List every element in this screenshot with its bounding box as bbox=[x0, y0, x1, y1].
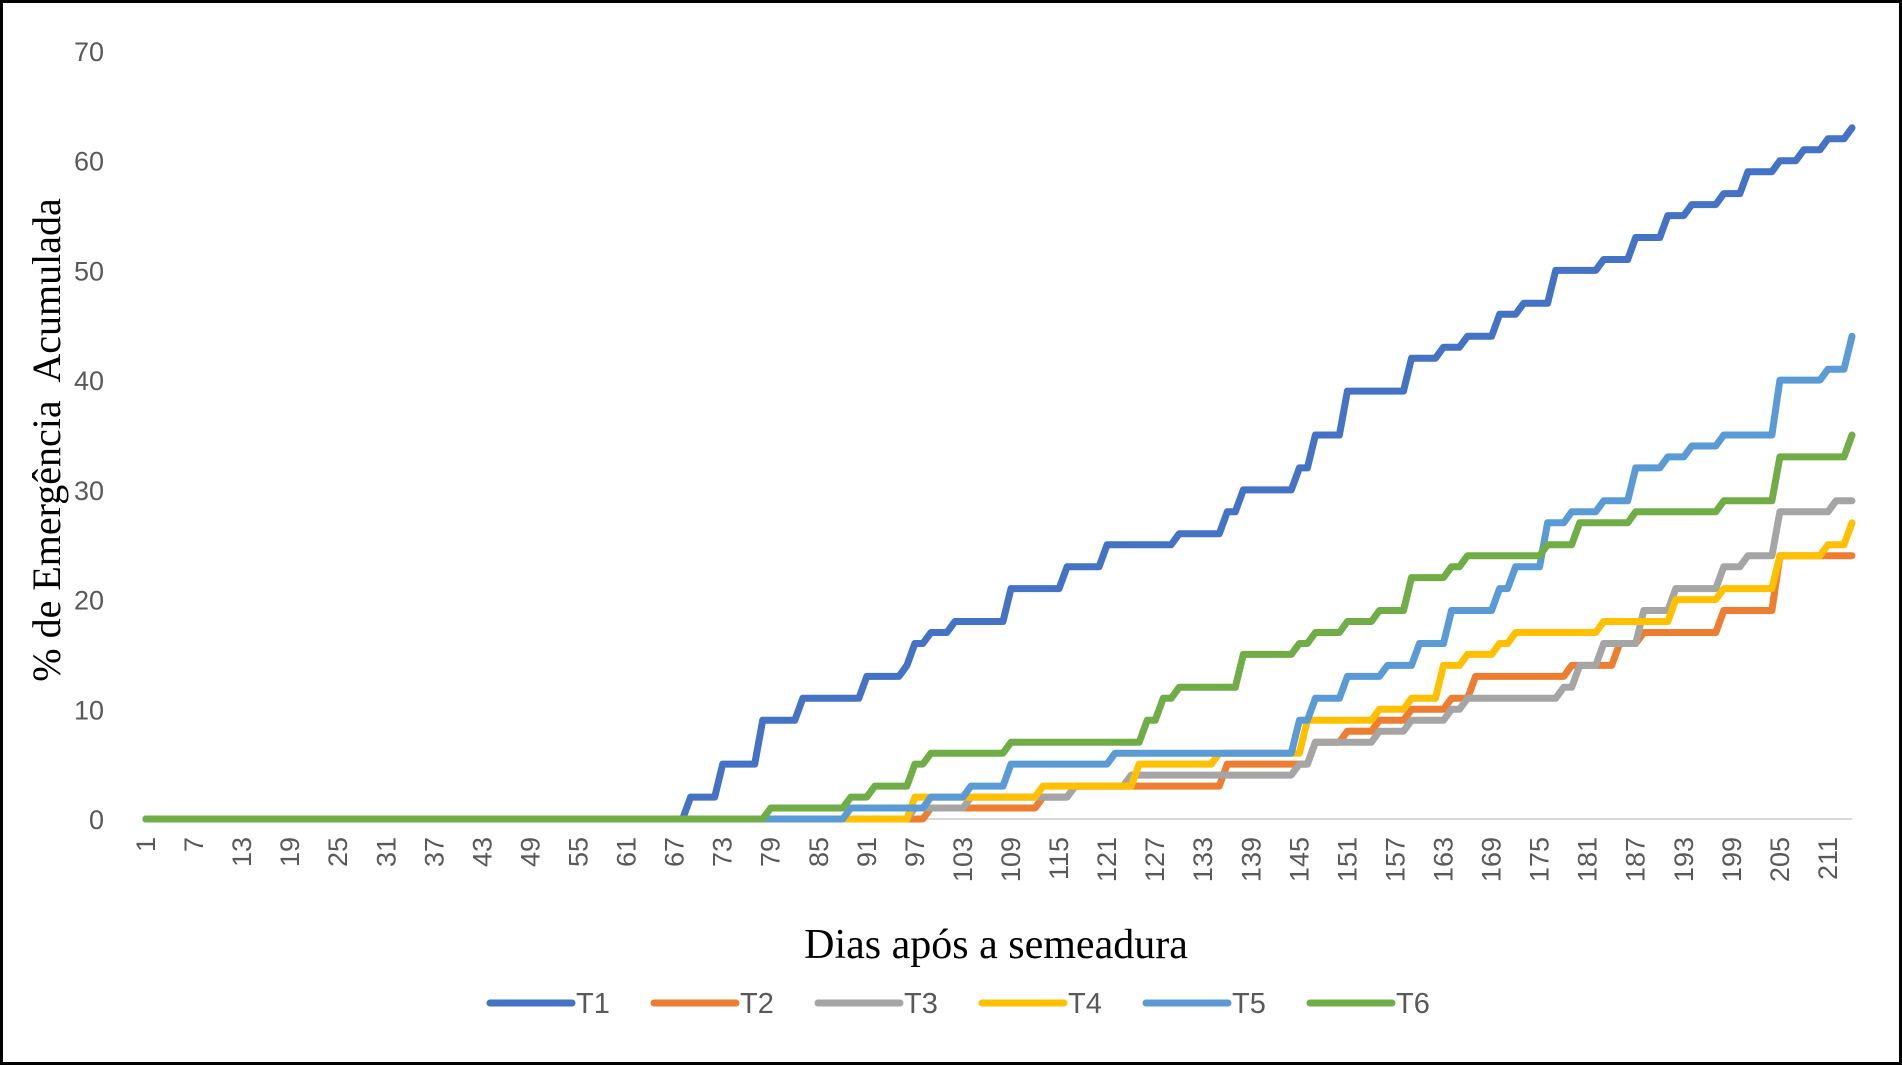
series-lines bbox=[142, 124, 1856, 823]
legend-label-t5: T5 bbox=[1232, 988, 1266, 1020]
x-tick-label: 55 bbox=[564, 837, 594, 867]
x-tick-label: 193 bbox=[1669, 837, 1699, 882]
x-tick-label: 97 bbox=[900, 837, 930, 867]
series-line-t4 bbox=[142, 519, 1856, 823]
legend-label-t4: T4 bbox=[1068, 988, 1102, 1020]
x-tick-label: 31 bbox=[371, 837, 401, 867]
y-tick-label: 30 bbox=[74, 476, 104, 506]
x-tick-label: 211 bbox=[1813, 837, 1843, 880]
x-tick-label: 19 bbox=[275, 837, 305, 867]
x-tick-label: 49 bbox=[515, 837, 545, 867]
y-tick-label: 40 bbox=[74, 366, 104, 396]
x-tick-label: 151 bbox=[1332, 837, 1362, 882]
x-tick-label: 115 bbox=[1044, 837, 1074, 880]
x-tick-label: 127 bbox=[1140, 837, 1170, 882]
x-tick-label: 13 bbox=[227, 837, 257, 867]
x-tick-label: 7 bbox=[179, 837, 209, 852]
x-tick-label: 37 bbox=[419, 837, 449, 867]
x-tick-label: 121 bbox=[1092, 837, 1122, 882]
series-line-t6 bbox=[142, 431, 1856, 823]
series-line-t3 bbox=[142, 497, 1856, 823]
x-tick-label: 67 bbox=[660, 837, 690, 867]
x-tick-label: 79 bbox=[756, 837, 786, 867]
legend-label-t6: T6 bbox=[1396, 988, 1430, 1020]
y-axis-ticks: 0 10 20 30 40 50 60 70 bbox=[74, 37, 104, 835]
x-tick-label: 25 bbox=[323, 837, 353, 867]
y-tick-label: 10 bbox=[74, 695, 104, 725]
x-tick-label: 205 bbox=[1765, 837, 1795, 882]
x-tick-label: 187 bbox=[1621, 837, 1651, 882]
x-tick-label: 85 bbox=[804, 837, 834, 867]
y-tick-label: 60 bbox=[74, 147, 104, 177]
x-tick-label: 103 bbox=[948, 837, 978, 882]
x-tick-label: 139 bbox=[1236, 837, 1266, 882]
series-line-t1 bbox=[142, 124, 1856, 823]
x-tick-label: 1 bbox=[131, 837, 161, 852]
x-tick-label: 61 bbox=[612, 837, 642, 867]
x-tick-label: 109 bbox=[996, 837, 1026, 882]
x-tick-label: 43 bbox=[467, 837, 497, 867]
y-tick-label: 70 bbox=[74, 37, 104, 67]
series-line-t5 bbox=[142, 332, 1856, 823]
x-axis-label: Dias após a semeadura bbox=[804, 922, 1188, 968]
x-tick-label: 145 bbox=[1284, 837, 1314, 882]
x-tick-label: 199 bbox=[1717, 837, 1747, 882]
x-tick-label: 73 bbox=[708, 837, 738, 867]
legend: T1 T2 T3 T4 T5 T6 bbox=[486, 988, 1430, 1020]
y-tick-label: 50 bbox=[74, 256, 104, 286]
y-tick-label: 0 bbox=[89, 805, 104, 835]
legend-label-t1: T1 bbox=[576, 988, 610, 1020]
legend-label-t3: T3 bbox=[904, 988, 938, 1020]
y-axis-label: % de Emergência Acumulada bbox=[24, 198, 69, 682]
x-tick-label: 163 bbox=[1429, 837, 1459, 882]
y-tick-label: 20 bbox=[74, 586, 104, 616]
series-line-t2 bbox=[142, 552, 1856, 823]
x-tick-label: 157 bbox=[1380, 837, 1410, 882]
x-axis-ticks: 1 7 13 19 25 31 37 43 49 55 61 67 73 79 85 91 97 103 109 11… bbox=[131, 837, 1843, 882]
x-tick-label: 181 bbox=[1573, 837, 1603, 882]
legend-label-t2: T2 bbox=[740, 988, 774, 1020]
x-tick-label: 169 bbox=[1477, 837, 1507, 882]
x-tick-label: 133 bbox=[1188, 837, 1218, 882]
x-tick-label: 175 bbox=[1525, 837, 1555, 882]
x-tick-label: 91 bbox=[852, 837, 882, 867]
